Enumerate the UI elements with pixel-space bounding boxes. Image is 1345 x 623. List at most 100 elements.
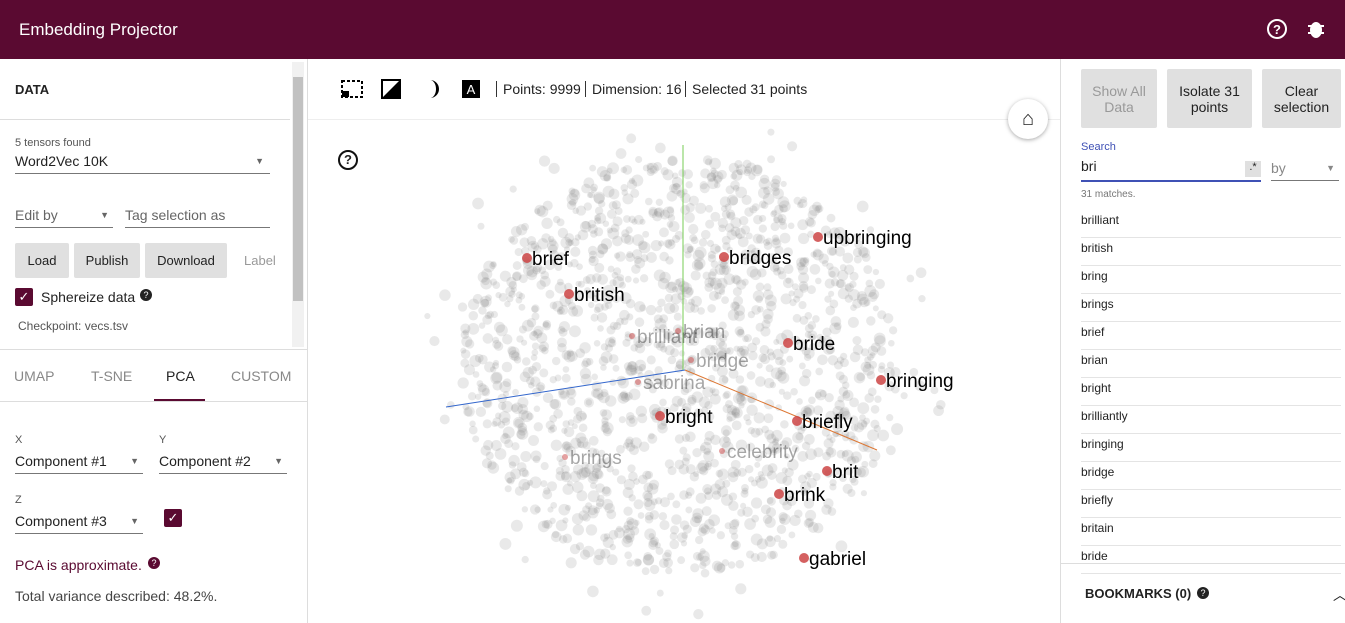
point: [806, 470, 813, 478]
point: [592, 387, 604, 399]
search-input[interactable]: bri: [1081, 158, 1261, 182]
collapse-icon[interactable]: ︿: [1333, 585, 1345, 605]
point: [726, 194, 739, 206]
point: [619, 292, 632, 304]
point: [578, 467, 590, 479]
point: [756, 362, 763, 369]
point: [849, 415, 859, 425]
point: [553, 215, 561, 224]
point: [612, 235, 623, 247]
point: [750, 479, 758, 487]
header-icons[interactable]: ?: [1266, 18, 1326, 42]
point: [573, 414, 582, 424]
show-all-button[interactable]: Show All Data: [1081, 69, 1157, 128]
help-icon[interactable]: ?: [148, 557, 160, 569]
point: [718, 341, 728, 351]
sphereize-checkbox[interactable]: ✓: [15, 288, 33, 306]
search-result[interactable]: brings: [1081, 294, 1341, 322]
search-result[interactable]: british: [1081, 238, 1341, 266]
y-select[interactable]: Component #2 ▼: [159, 453, 287, 474]
search-result[interactable]: bridge: [1081, 462, 1341, 490]
point: [771, 429, 783, 442]
point: [566, 261, 573, 268]
edit-by-select[interactable]: Edit by ▼: [15, 207, 113, 228]
scrollbar[interactable]: [292, 62, 304, 347]
point: [653, 161, 662, 171]
clear-button[interactable]: Clear selection: [1262, 69, 1341, 128]
point: [833, 413, 844, 424]
tab-pca[interactable]: PCA: [166, 368, 195, 384]
tab-tsne[interactable]: T-SNE: [91, 368, 133, 384]
point: [850, 423, 859, 432]
point: [809, 342, 818, 351]
point: [545, 420, 555, 430]
regex-toggle[interactable]: .*: [1245, 161, 1261, 177]
search-result[interactable]: bringing: [1081, 434, 1341, 462]
point-label: sabrina: [643, 373, 706, 394]
point: [776, 524, 787, 535]
selected-point: [719, 252, 729, 262]
point: [749, 268, 762, 281]
search-result[interactable]: bright: [1081, 378, 1341, 406]
point: [713, 282, 726, 295]
help-icon[interactable]: ?: [140, 289, 152, 301]
point: [539, 368, 549, 378]
z-select[interactable]: Component #3 ▼: [15, 513, 143, 534]
search-result[interactable]: briefly: [1081, 490, 1341, 518]
point: [531, 349, 539, 356]
point: [715, 469, 724, 478]
search-result[interactable]: brilliant: [1081, 210, 1341, 238]
point: [599, 170, 611, 182]
point: [852, 298, 862, 309]
load-button[interactable]: Load: [15, 243, 69, 278]
help-button[interactable]: ?: [338, 150, 358, 170]
publish-button[interactable]: Publish: [74, 243, 140, 278]
point: [717, 169, 727, 180]
label-button[interactable]: Label: [244, 253, 276, 268]
point: [732, 287, 742, 297]
tab-custom[interactable]: CUSTOM: [231, 368, 292, 384]
point: [581, 461, 589, 470]
point: [863, 417, 871, 425]
sphereize-label: Sphereize data: [41, 289, 136, 305]
tab-umap[interactable]: UMAP: [14, 368, 55, 384]
point: [472, 293, 483, 304]
point: [675, 360, 685, 370]
point: [472, 435, 480, 443]
search-result[interactable]: brilliantly: [1081, 406, 1341, 434]
toolbar-icons[interactable]: A: [340, 78, 490, 100]
point: [576, 436, 589, 449]
point: [595, 498, 605, 507]
point: [738, 345, 750, 356]
z-checkbox[interactable]: ✓: [164, 509, 182, 527]
tag-input[interactable]: Tag selection as: [125, 207, 270, 228]
point: [738, 402, 745, 409]
help-icon[interactable]: ?: [1197, 587, 1209, 599]
point: [698, 523, 709, 534]
point: [726, 416, 733, 423]
point: [626, 518, 639, 530]
point: [540, 270, 550, 280]
point: [475, 406, 487, 418]
search-result[interactable]: bride: [1081, 546, 1341, 574]
point: [799, 375, 811, 387]
projection-plot[interactable]: briefbritishbrilliantbrianbridgebridgesu…: [308, 120, 1060, 623]
point: [502, 390, 510, 398]
search-result[interactable]: brief: [1081, 322, 1341, 350]
search-result[interactable]: britain: [1081, 518, 1341, 546]
isolate-button[interactable]: Isolate 31 points: [1167, 69, 1252, 128]
point: [606, 509, 617, 520]
point: [818, 253, 829, 264]
point: [625, 412, 635, 421]
by-select[interactable]: by ▼: [1271, 160, 1339, 181]
x-select[interactable]: Component #1 ▼: [15, 453, 143, 474]
point: [664, 330, 675, 342]
point: [565, 557, 577, 569]
point: [510, 404, 519, 413]
search-result[interactable]: bring: [1081, 266, 1341, 294]
tensor-select[interactable]: Word2Vec 10K ▼: [15, 153, 270, 174]
home-button[interactable]: ⌂: [1008, 99, 1048, 139]
point: [522, 357, 531, 366]
download-button[interactable]: Download: [145, 243, 227, 278]
search-result[interactable]: brian: [1081, 350, 1341, 378]
